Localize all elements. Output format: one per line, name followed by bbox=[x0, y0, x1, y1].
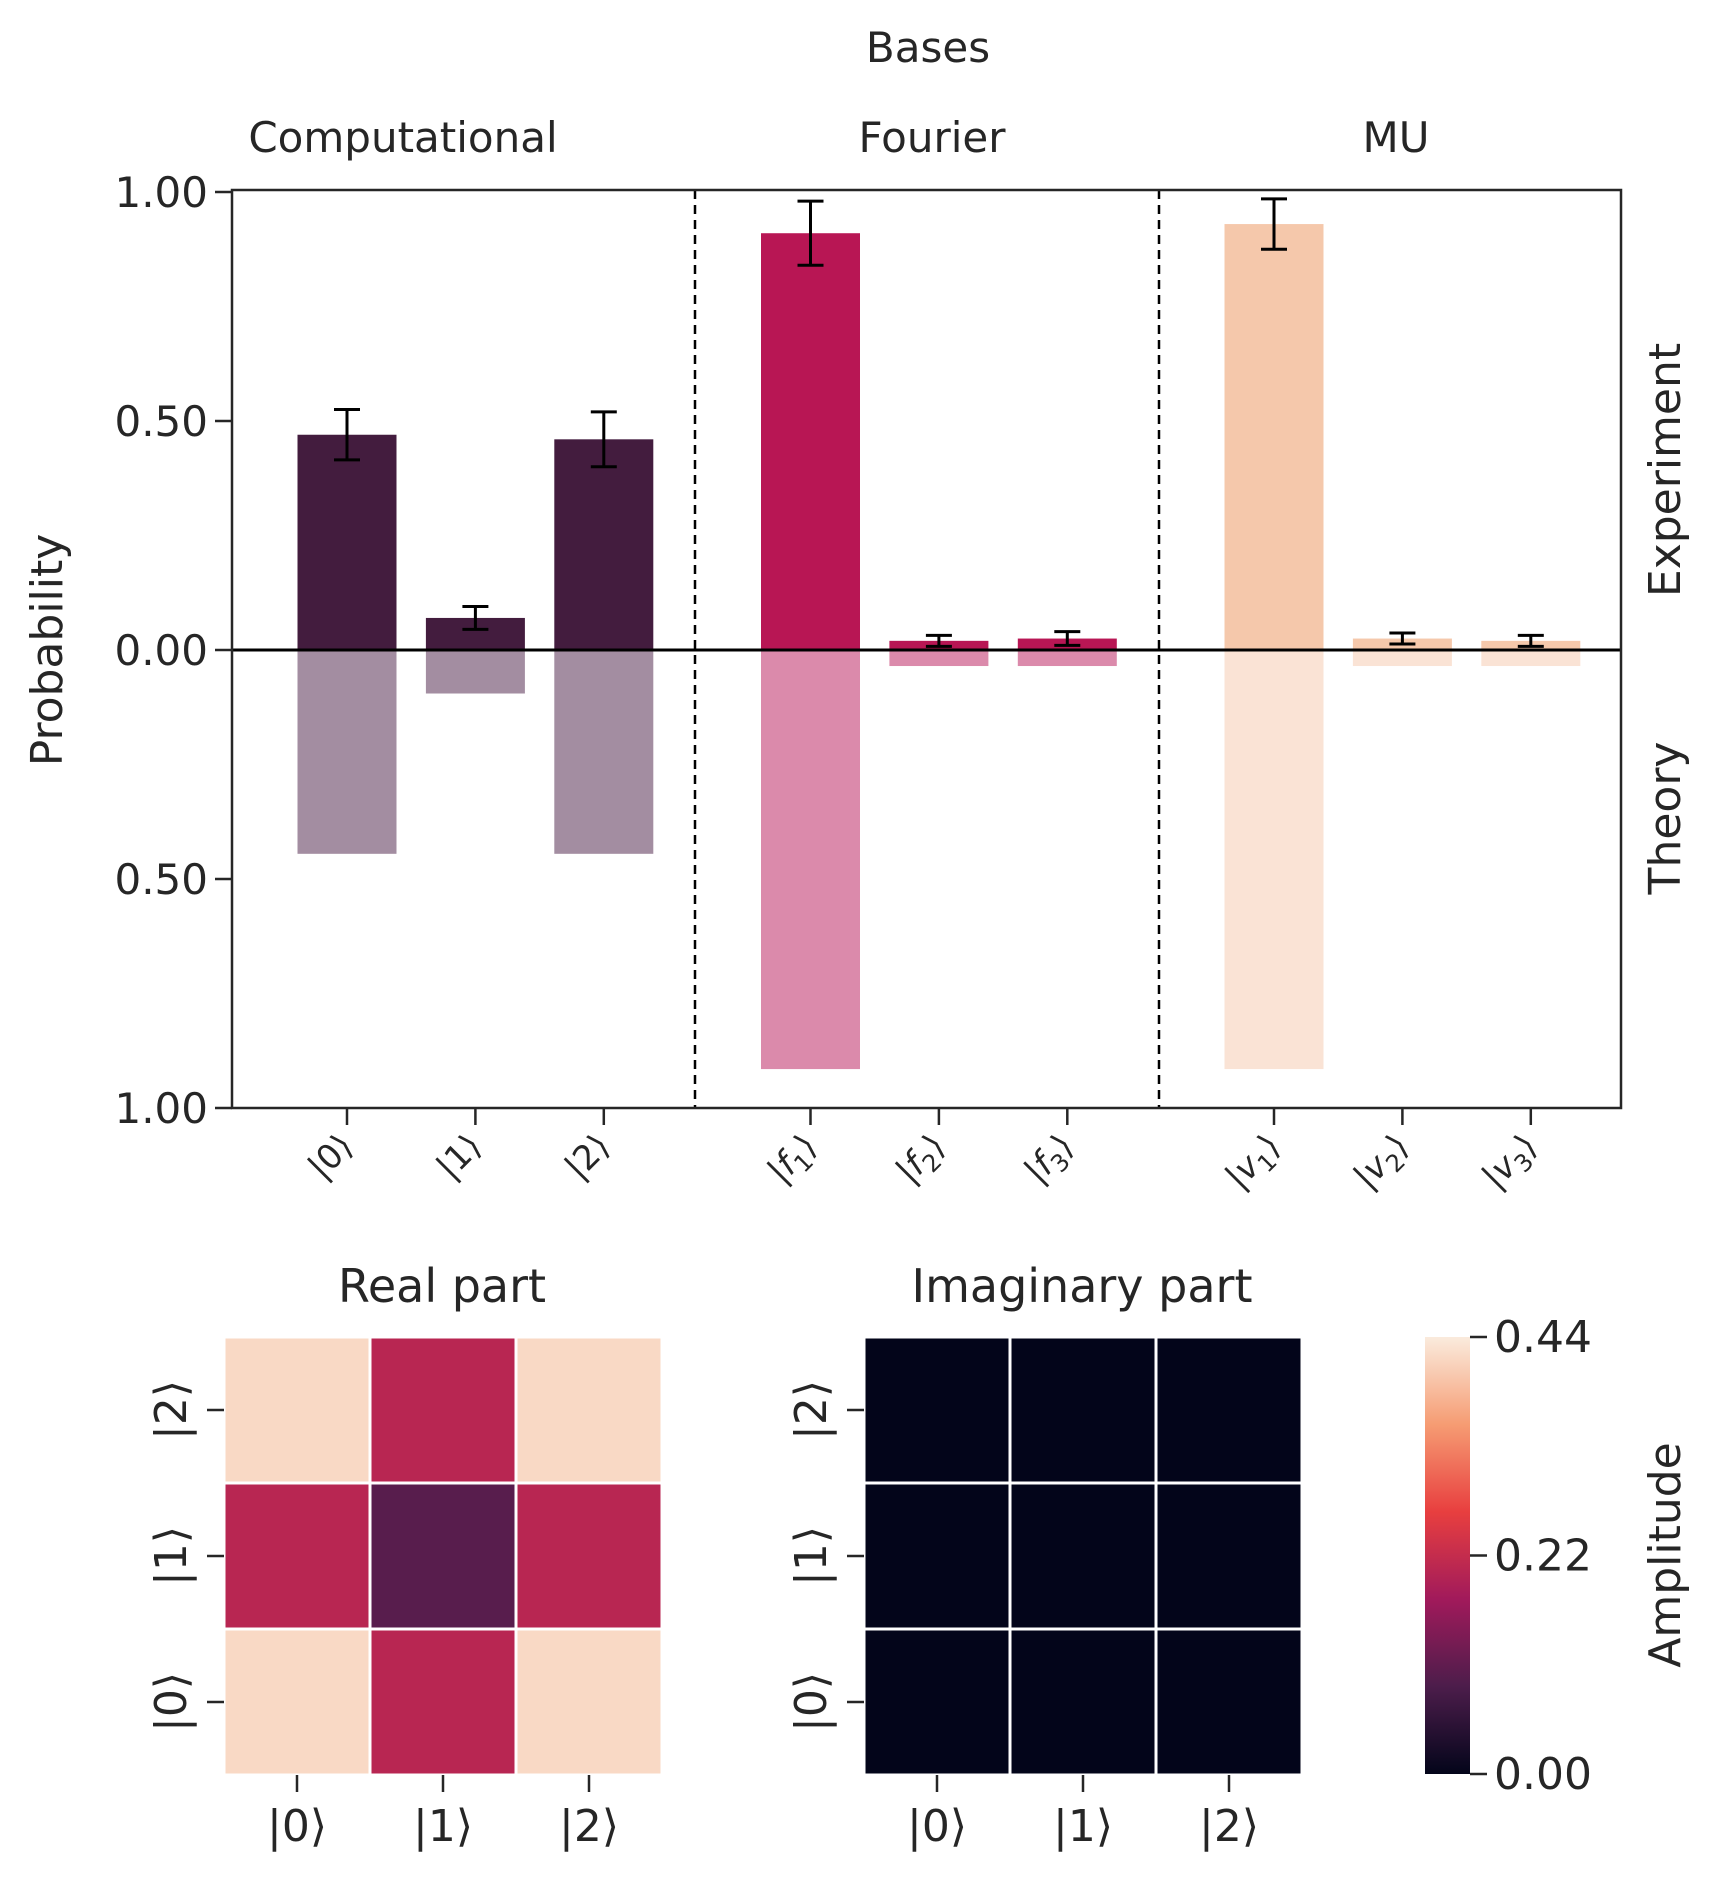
x-tick-label: |0⟩ bbox=[907, 1801, 967, 1852]
y-tick-label: 0.50 bbox=[114, 397, 208, 446]
imag-ticks: |0⟩ |1⟩ |2⟩ |0⟩ |1⟩ |2⟩ bbox=[786, 1380, 1259, 1852]
colorbar-tick-label: 0.44 bbox=[1494, 1312, 1592, 1363]
heatmap-cell bbox=[1008, 1627, 1158, 1777]
theory-bar bbox=[1017, 650, 1117, 667]
heatmap-cell bbox=[1154, 1335, 1304, 1485]
real-part-heatmap: Real part |0⟩ |1⟩ |2⟩ |0⟩ |1⟩ |2⟩ bbox=[146, 1259, 664, 1852]
colorbar-tick-label: 0.00 bbox=[1494, 1749, 1592, 1800]
group-label-computational: Computational bbox=[248, 113, 557, 162]
colorbar-label: Amplitude bbox=[1640, 1442, 1691, 1667]
heatmap-cell bbox=[222, 1481, 372, 1631]
theory-bar bbox=[425, 650, 525, 694]
real-ticks: |0⟩ |1⟩ |2⟩ |0⟩ |1⟩ |2⟩ bbox=[146, 1380, 619, 1852]
x-tick-label: |0⟩ bbox=[300, 1126, 361, 1187]
y-axis-label: Probability bbox=[22, 534, 73, 767]
heatmap-cell bbox=[862, 1335, 1012, 1485]
x-tick-label: |f2⟩ bbox=[888, 1126, 957, 1195]
heatmap-cell bbox=[514, 1335, 664, 1485]
x-tick-label: |2⟩ bbox=[557, 1126, 618, 1187]
heatmap-cell bbox=[514, 1627, 664, 1777]
theory-bar bbox=[1481, 650, 1581, 667]
theory-bar bbox=[1352, 650, 1452, 667]
y-tick-label: |1⟩ bbox=[786, 1526, 837, 1586]
x-tick-label: |f3⟩ bbox=[1017, 1126, 1086, 1195]
colorbar-gradient bbox=[1425, 1337, 1470, 1774]
heatmap-cell bbox=[368, 1481, 518, 1631]
y-tick-label: 0.00 bbox=[114, 626, 208, 675]
x-axis-ticks: |0⟩ |1⟩ |2⟩ |f1⟩ |f2⟩ |f3⟩ |v1⟩ |v2⟩ |v3⟩ bbox=[300, 1108, 1548, 1200]
group-label-fourier: Fourier bbox=[858, 113, 1006, 162]
plot-frame bbox=[230, 188, 1623, 1110]
y-tick-label: |0⟩ bbox=[146, 1672, 197, 1732]
heatmap-cell bbox=[862, 1627, 1012, 1777]
theory-bar bbox=[1224, 650, 1324, 1070]
x-tick-label: |1⟩ bbox=[429, 1126, 490, 1187]
theory-bar bbox=[761, 650, 860, 1070]
x-tick-label: |v2⟩ bbox=[1346, 1126, 1420, 1200]
x-tick-label: |v1⟩ bbox=[1218, 1126, 1292, 1200]
heatmap-cell bbox=[222, 1627, 372, 1777]
heatmap-cell bbox=[368, 1335, 518, 1485]
heatmap-cell bbox=[1154, 1627, 1304, 1777]
y-axis-ticks: 1.00 0.50 0.00 0.50 1.00 bbox=[114, 168, 232, 1133]
experiment-bar bbox=[554, 439, 654, 650]
x-tick-label: |1⟩ bbox=[413, 1801, 473, 1852]
heatmap-cell bbox=[1154, 1481, 1304, 1631]
x-tick-label: |2⟩ bbox=[559, 1801, 619, 1852]
y-tick-label: |2⟩ bbox=[146, 1380, 197, 1440]
real-cells bbox=[222, 1335, 664, 1777]
heatmap-real-title: Real part bbox=[338, 1259, 546, 1313]
y-tick-label: |0⟩ bbox=[786, 1672, 837, 1732]
imaginary-part-heatmap: Imaginary part |0⟩ |1⟩ |2⟩ |0⟩ |1⟩ |2⟩ bbox=[786, 1259, 1304, 1852]
x-tick-label: |f1⟩ bbox=[760, 1126, 829, 1195]
heatmap-cell bbox=[862, 1481, 1012, 1631]
x-tick-label: |0⟩ bbox=[267, 1801, 327, 1852]
group-label-mu: MU bbox=[1363, 113, 1430, 162]
y-tick-label: |1⟩ bbox=[146, 1526, 197, 1586]
heatmap-cell bbox=[222, 1335, 372, 1485]
amplitude-colorbar: 0.00 0.22 0.44 Amplitude bbox=[1425, 1312, 1691, 1800]
theory-bar bbox=[554, 650, 654, 854]
probability-bar-chart: Bases Computational Fourier MU Probabili… bbox=[22, 23, 1691, 1200]
chart-title: Bases bbox=[866, 23, 990, 72]
right-label-theory: Theory bbox=[1640, 742, 1691, 896]
experiment-bar bbox=[297, 434, 397, 650]
heatmap-cell bbox=[1008, 1481, 1158, 1631]
y-tick-label: 0.50 bbox=[114, 855, 208, 904]
x-tick-label: |v3⟩ bbox=[1474, 1126, 1548, 1200]
x-tick-label: |1⟩ bbox=[1053, 1801, 1113, 1852]
colorbar-ticks: 0.00 0.22 0.44 bbox=[1470, 1312, 1592, 1800]
bar-marks bbox=[297, 197, 1581, 1070]
colorbar-tick-label: 0.22 bbox=[1494, 1531, 1592, 1582]
experiment-bar bbox=[761, 233, 860, 650]
heatmap-imag-title: Imaginary part bbox=[912, 1259, 1253, 1313]
imag-cells bbox=[862, 1335, 1304, 1777]
y-tick-label: |2⟩ bbox=[786, 1380, 837, 1440]
heatmap-cell bbox=[514, 1481, 664, 1631]
right-label-experiment: Experiment bbox=[1640, 343, 1691, 597]
theory-bar bbox=[889, 650, 989, 667]
x-tick-label: |2⟩ bbox=[1199, 1801, 1259, 1852]
heatmap-cell bbox=[1008, 1335, 1158, 1485]
heatmap-cell bbox=[368, 1627, 518, 1777]
experiment-bar bbox=[1224, 224, 1324, 650]
y-tick-label: 1.00 bbox=[114, 1084, 208, 1133]
theory-bar bbox=[297, 650, 397, 854]
y-tick-label: 1.00 bbox=[114, 168, 208, 217]
